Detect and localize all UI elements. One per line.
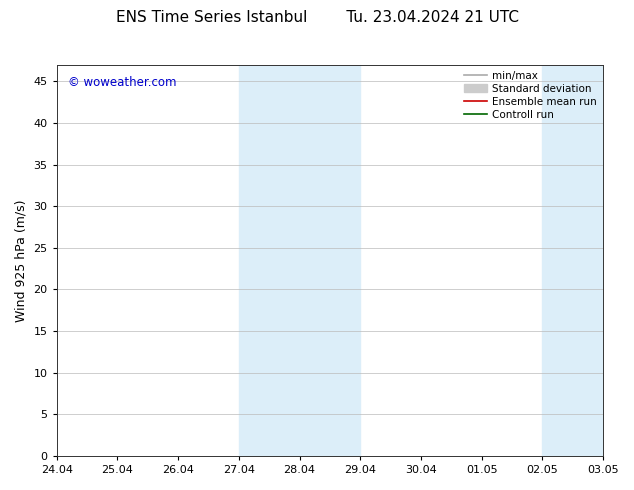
Legend: min/max, Standard deviation, Ensemble mean run, Controll run: min/max, Standard deviation, Ensemble me… bbox=[460, 67, 601, 124]
Bar bbox=[239, 65, 300, 456]
Y-axis label: Wind 925 hPa (m/s): Wind 925 hPa (m/s) bbox=[15, 199, 28, 321]
Bar bbox=[300, 65, 360, 456]
Text: ENS Time Series Istanbul        Tu. 23.04.2024 21 UTC: ENS Time Series Istanbul Tu. 23.04.2024 … bbox=[115, 10, 519, 25]
Text: © woweather.com: © woweather.com bbox=[68, 76, 176, 89]
Bar bbox=[543, 65, 603, 456]
